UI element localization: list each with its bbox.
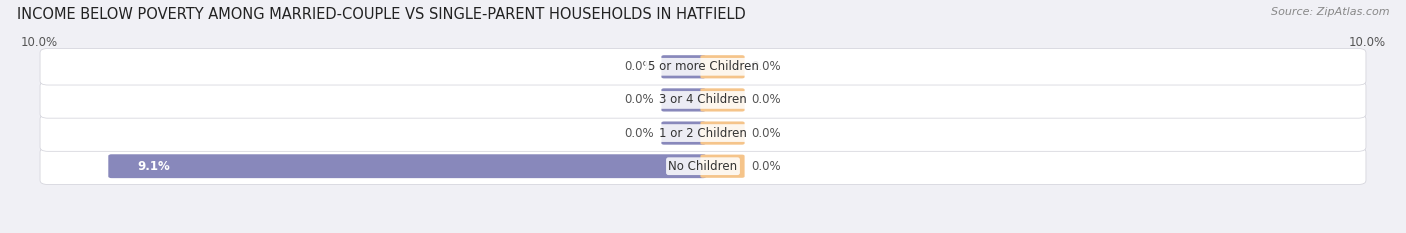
FancyBboxPatch shape bbox=[39, 82, 1367, 118]
Text: No Children: No Children bbox=[668, 160, 738, 173]
FancyBboxPatch shape bbox=[661, 55, 706, 78]
FancyBboxPatch shape bbox=[661, 88, 706, 112]
Text: 3 or 4 Children: 3 or 4 Children bbox=[659, 93, 747, 106]
Text: 0.0%: 0.0% bbox=[624, 93, 654, 106]
FancyBboxPatch shape bbox=[700, 55, 745, 78]
FancyBboxPatch shape bbox=[39, 48, 1367, 85]
Text: 0.0%: 0.0% bbox=[752, 93, 782, 106]
FancyBboxPatch shape bbox=[661, 121, 706, 145]
FancyBboxPatch shape bbox=[700, 121, 745, 145]
Text: 0.0%: 0.0% bbox=[624, 127, 654, 140]
Text: 9.1%: 9.1% bbox=[138, 160, 170, 173]
FancyBboxPatch shape bbox=[108, 154, 706, 178]
Text: 10.0%: 10.0% bbox=[21, 36, 58, 49]
FancyBboxPatch shape bbox=[39, 115, 1367, 151]
Text: 10.0%: 10.0% bbox=[1348, 36, 1385, 49]
Text: 0.0%: 0.0% bbox=[752, 60, 782, 73]
Text: 0.0%: 0.0% bbox=[752, 127, 782, 140]
FancyBboxPatch shape bbox=[700, 155, 745, 178]
Text: 0.0%: 0.0% bbox=[624, 60, 654, 73]
Text: INCOME BELOW POVERTY AMONG MARRIED-COUPLE VS SINGLE-PARENT HOUSEHOLDS IN HATFIEL: INCOME BELOW POVERTY AMONG MARRIED-COUPL… bbox=[17, 7, 745, 22]
Text: 1 or 2 Children: 1 or 2 Children bbox=[659, 127, 747, 140]
Text: Source: ZipAtlas.com: Source: ZipAtlas.com bbox=[1271, 7, 1389, 17]
Text: 5 or more Children: 5 or more Children bbox=[648, 60, 758, 73]
FancyBboxPatch shape bbox=[700, 88, 745, 112]
Text: 0.0%: 0.0% bbox=[752, 160, 782, 173]
FancyBboxPatch shape bbox=[39, 148, 1367, 185]
